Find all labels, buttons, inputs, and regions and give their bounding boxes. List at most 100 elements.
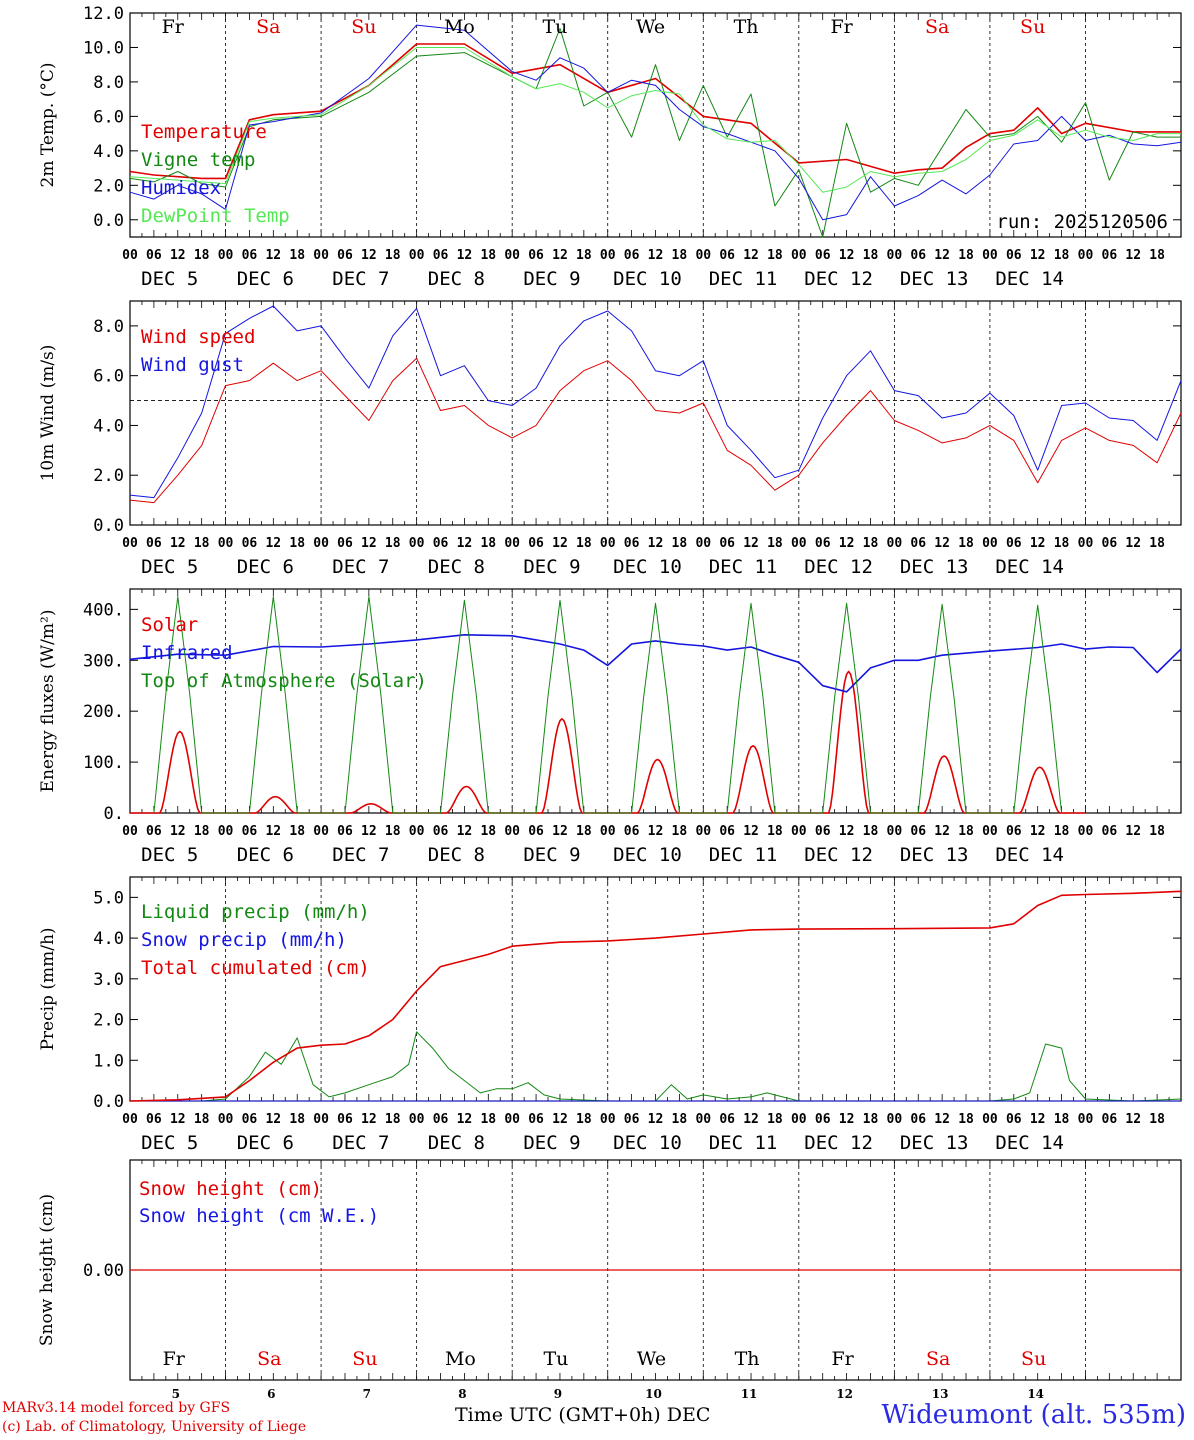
hour-tick-label: 12 <box>934 536 950 551</box>
x-axis-title: Time UTC (GMT+0h) DEC <box>455 1404 710 1426</box>
hour-tick-label: 12 <box>1030 536 1046 551</box>
date-label: DEC 5 <box>141 1132 198 1154</box>
legend-entry: Top of Atmosphere (Solar) <box>141 670 427 692</box>
legend-entry: Infrared <box>141 642 233 664</box>
hour-tick-label: 18 <box>767 536 783 551</box>
hour-tick-label: 12 <box>743 1112 759 1127</box>
hour-tick-label: 00 <box>791 1112 807 1127</box>
hour-tick-label: 18 <box>194 1112 210 1127</box>
hour-tick-label: 12 <box>457 1112 473 1127</box>
hour-tick-label: 06 <box>815 248 831 263</box>
y-tick-label: 6.0 <box>93 107 124 127</box>
hour-tick-label: 12 <box>552 1112 568 1127</box>
date-label: DEC 9 <box>523 844 580 866</box>
day-name: Th <box>735 1348 760 1370</box>
hour-tick-label: 18 <box>1149 824 1165 839</box>
hour-tick-label: 12 <box>265 824 281 839</box>
hour-tick-label: 18 <box>767 1112 783 1127</box>
hour-tick-label: 18 <box>576 824 592 839</box>
station-title: Wideumont (alt. 535m) <box>881 1400 1186 1430</box>
y-tick-label: 5.0 <box>93 888 124 908</box>
hour-tick-label: 18 <box>672 824 688 839</box>
hour-tick-label: 18 <box>480 248 496 263</box>
hour-tick-label: 00 <box>887 248 903 263</box>
date-label: DEC 12 <box>804 844 873 866</box>
hour-tick-label: 00 <box>1078 824 1094 839</box>
hour-tick-label: 00 <box>982 1112 998 1127</box>
hour-tick-label: 12 <box>743 248 759 263</box>
hour-tick-label: 18 <box>672 536 688 551</box>
hour-tick-label: 06 <box>528 824 544 839</box>
hour-tick-label: 18 <box>480 536 496 551</box>
date-label: DEC 12 <box>804 1132 873 1154</box>
hour-tick-label: 12 <box>361 1112 377 1127</box>
hour-tick-label: 00 <box>218 536 234 551</box>
x-axis-label: Time UTC (GMT+0h) <box>455 1404 661 1426</box>
date-label: DEC 8 <box>428 268 485 290</box>
hour-tick-label: 18 <box>767 824 783 839</box>
hour-tick-label: 06 <box>1102 536 1118 551</box>
hour-tick-label: 18 <box>576 1112 592 1127</box>
hour-tick-label: 06 <box>433 824 449 839</box>
hour-tick-label: 00 <box>982 536 998 551</box>
y-tick-label: 4.0 <box>93 929 124 949</box>
y-tick-label: 0.0 <box>93 1092 124 1112</box>
date-label: DEC 6 <box>237 268 294 290</box>
hour-tick-label: 06 <box>433 248 449 263</box>
date-label: DEC 12 <box>804 556 873 578</box>
day-name: Sa <box>257 1348 281 1370</box>
day-number: 13 <box>932 1387 949 1401</box>
hour-tick-label: 00 <box>409 536 425 551</box>
hour-tick-label: 12 <box>457 536 473 551</box>
hour-tick-label: 12 <box>265 1112 281 1127</box>
hour-tick-label: 00 <box>409 248 425 263</box>
y-axis-label: 2m Temp. (°C) <box>38 62 58 187</box>
hour-tick-label: 06 <box>242 1112 258 1127</box>
hour-tick-label: 12 <box>170 536 186 551</box>
hour-tick-label: 06 <box>1006 824 1022 839</box>
hour-tick-label: 12 <box>552 824 568 839</box>
hour-tick-label: 12 <box>839 1112 855 1127</box>
hour-tick-label: 06 <box>910 536 926 551</box>
hour-tick-label: 00 <box>122 248 138 263</box>
hour-tick-label: 18 <box>289 824 305 839</box>
hour-tick-label: 12 <box>1030 248 1046 263</box>
y-tick-label: 12.0 <box>83 4 124 24</box>
date-label: DEC 6 <box>237 844 294 866</box>
panel-precip: 0.0 1.0 2.0 3.0 4.0 5.0 Precip (mm/h) Liquid pr… <box>38 876 1182 1154</box>
hour-tick-label: 18 <box>958 1112 974 1127</box>
hour-tick-label: 00 <box>409 1112 425 1127</box>
hour-tick-label: 06 <box>242 248 258 263</box>
y-tick-label: 10.0 <box>83 38 124 58</box>
hour-tick-label: 00 <box>887 824 903 839</box>
day-name: Fr <box>831 1348 854 1370</box>
y-tick-label: 8.0 <box>93 73 124 93</box>
hour-tick-label: 12 <box>170 824 186 839</box>
day-number: 8 <box>458 1387 466 1401</box>
date-label: DEC 14 <box>995 1132 1064 1154</box>
series-line-wind-gust <box>129 305 1182 499</box>
series-line-infrared <box>129 633 1182 693</box>
hour-tick-label: 06 <box>146 1112 162 1127</box>
y-axis-label: 10m Wind (m/s) <box>38 345 58 482</box>
hour-tick-label: 18 <box>480 824 496 839</box>
hour-tick-label: 12 <box>648 1112 664 1127</box>
hour-tick-label: 12 <box>1030 1112 1046 1127</box>
day-name: Tu <box>543 1348 568 1370</box>
date-label: DEC 6 <box>237 1132 294 1154</box>
day-name: Fr <box>162 16 185 38</box>
hour-tick-label: 00 <box>1078 536 1094 551</box>
hour-tick-label: 12 <box>552 536 568 551</box>
hour-tick-label: 00 <box>409 824 425 839</box>
date-label: DEC 8 <box>428 556 485 578</box>
hour-tick-label: 18 <box>480 1112 496 1127</box>
hour-tick-label: 00 <box>1078 1112 1094 1127</box>
date-label: DEC 5 <box>141 268 198 290</box>
date-label: DEC 14 <box>995 844 1064 866</box>
hour-tick-label: 12 <box>743 536 759 551</box>
hour-tick-label: 18 <box>576 248 592 263</box>
credit-line-1: MARv3.14 model forced by GFS <box>2 1400 231 1416</box>
panel-frame <box>129 300 1182 526</box>
legend-entry: DewPoint Temp <box>141 205 290 227</box>
